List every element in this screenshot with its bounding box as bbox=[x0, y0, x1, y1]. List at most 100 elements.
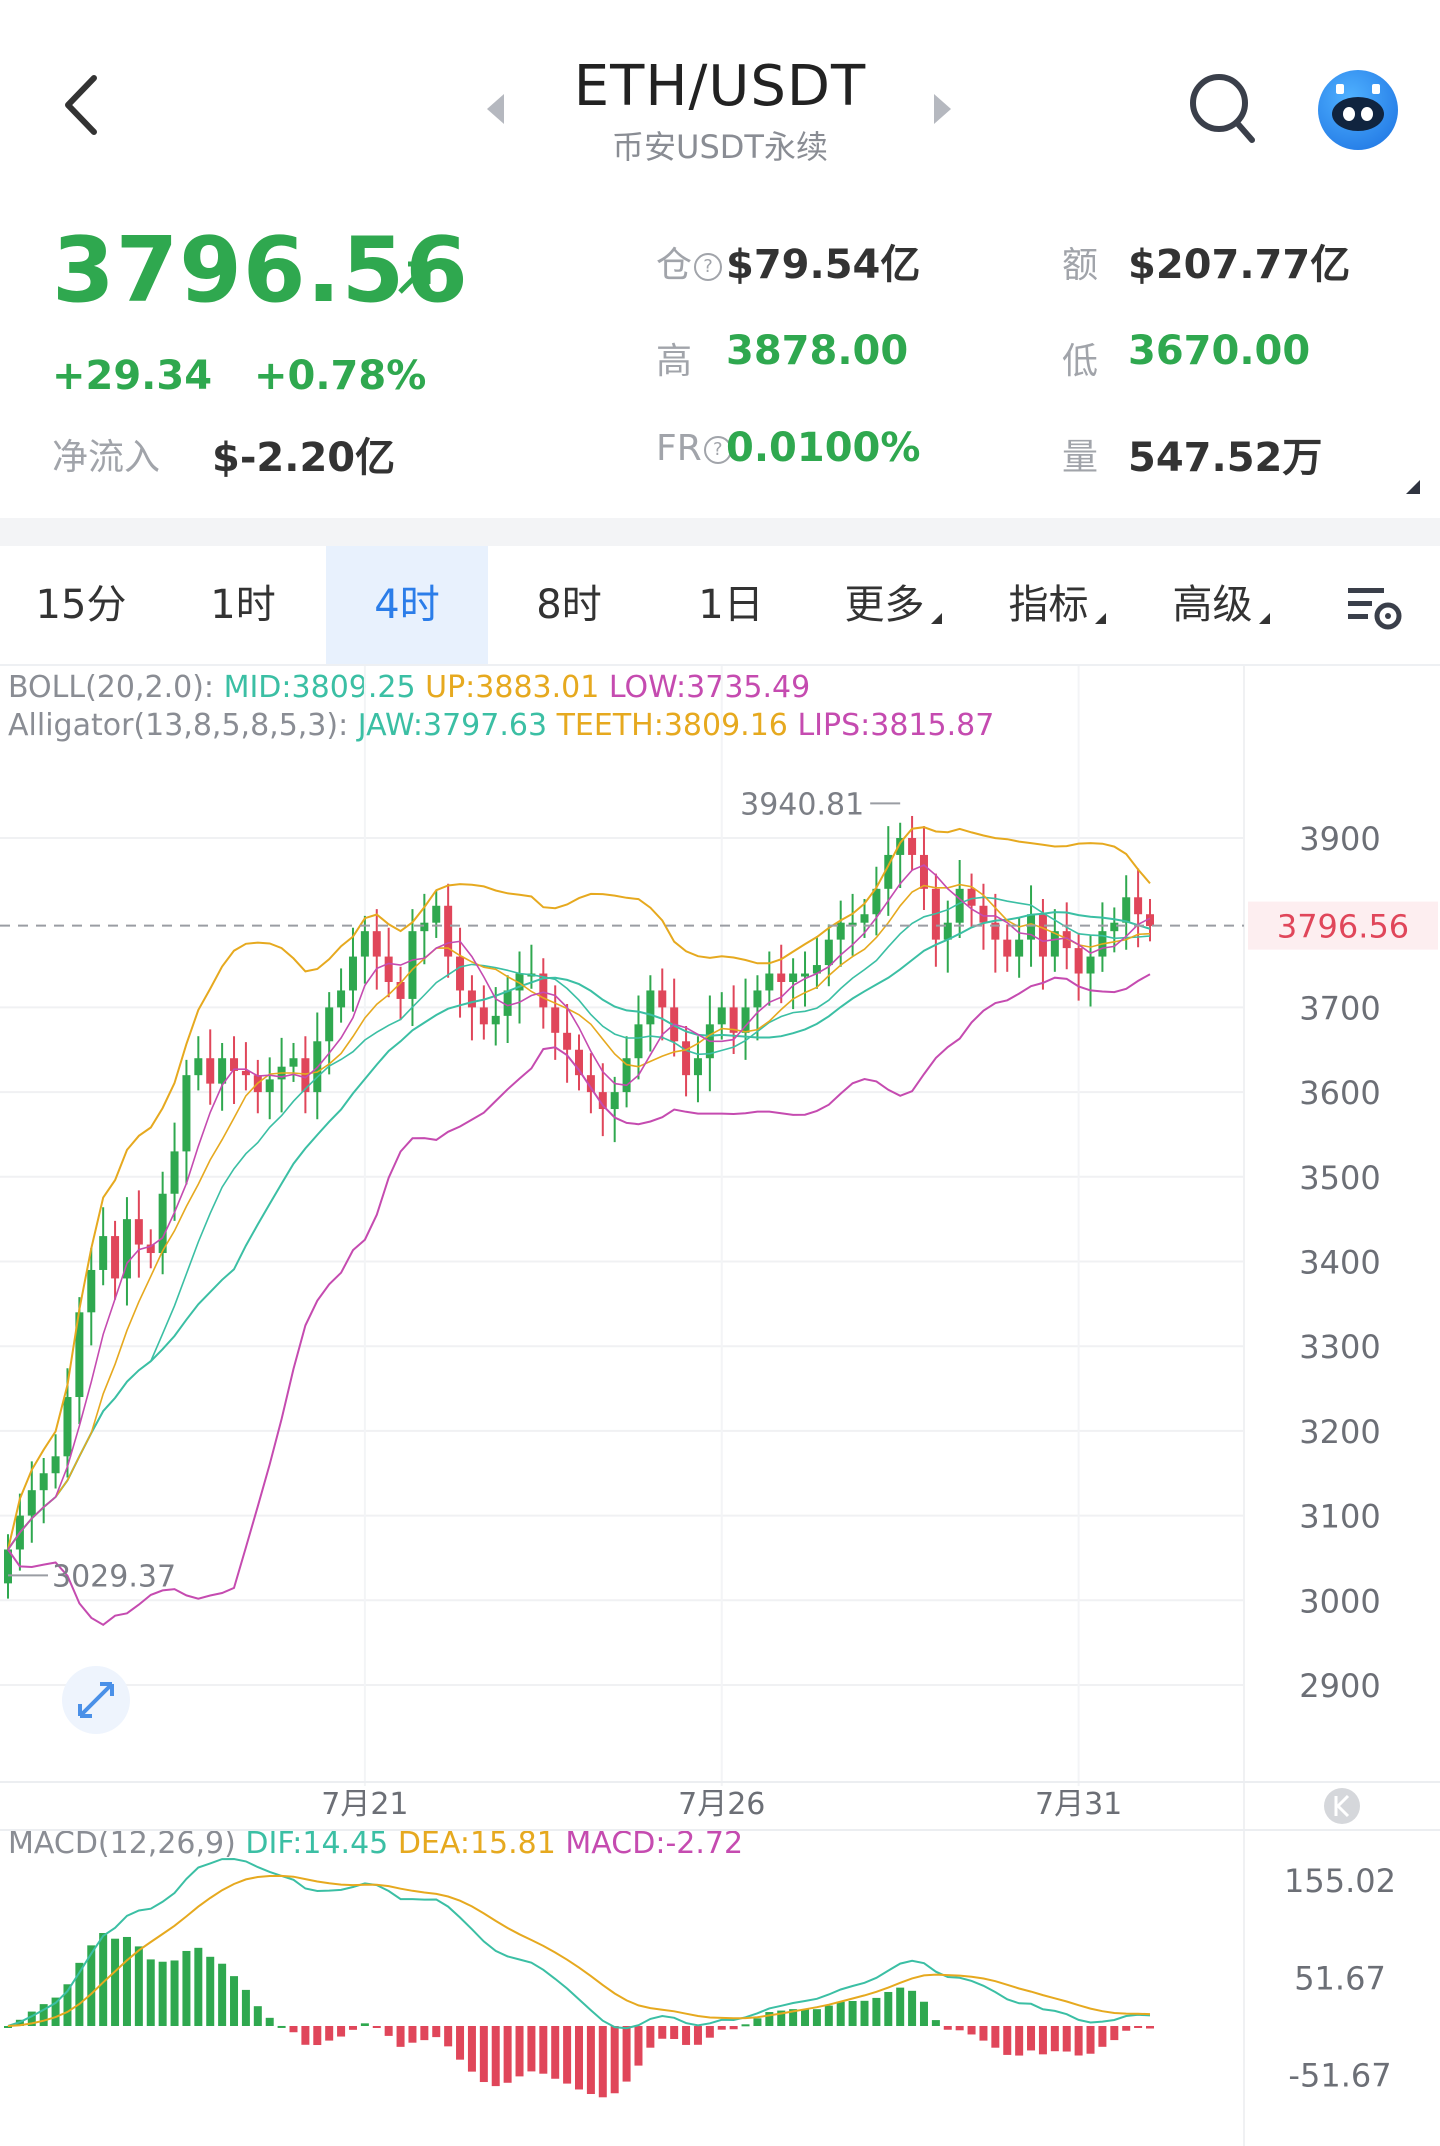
macd-bar bbox=[729, 2026, 738, 2030]
macd-bar bbox=[527, 2026, 536, 2072]
boll-upper-line bbox=[7, 826, 1151, 1550]
macd-bar bbox=[313, 2026, 322, 2046]
prev-pair-button[interactable] bbox=[487, 94, 504, 124]
macd-bar bbox=[789, 2009, 798, 2026]
funding-rate-label: FR? bbox=[656, 428, 732, 469]
macd-bar bbox=[325, 2026, 334, 2041]
current-price-tag bbox=[1248, 901, 1438, 950]
tab-indicators[interactable]: 指标 bbox=[976, 546, 1138, 664]
question-icon: ? bbox=[703, 436, 732, 464]
chart-settings-button[interactable] bbox=[1330, 546, 1420, 664]
dropdown-caret-icon bbox=[930, 613, 942, 624]
next-pair-button[interactable] bbox=[934, 94, 951, 124]
search-button[interactable] bbox=[1188, 70, 1258, 146]
macd-bar bbox=[265, 2017, 274, 2026]
tab-8h[interactable]: 8时 bbox=[536, 582, 602, 628]
macd-bar bbox=[27, 2011, 36, 2026]
candle bbox=[991, 922, 1000, 940]
candle bbox=[919, 854, 928, 889]
tab-more[interactable]: 更多 bbox=[812, 546, 974, 664]
low-value: 3670.00 bbox=[1128, 328, 1311, 374]
macd-bar bbox=[1027, 2026, 1036, 2051]
candle bbox=[230, 1058, 239, 1071]
price-tick-label: 3400 bbox=[1299, 1244, 1380, 1282]
macd-bar bbox=[111, 1938, 120, 2026]
macd-bar bbox=[384, 2026, 393, 2036]
candle bbox=[586, 1075, 595, 1093]
macd-bar bbox=[289, 2026, 298, 2033]
price-tick-label: 2900 bbox=[1299, 1667, 1380, 1705]
macd-bar bbox=[277, 2025, 286, 2028]
change-pct: +0.78% bbox=[254, 353, 427, 399]
section-separator bbox=[0, 518, 1440, 546]
low-label: 低 bbox=[1062, 341, 1099, 382]
macd-bar bbox=[563, 2026, 572, 2084]
candle bbox=[170, 1151, 179, 1194]
reset-latest-glyph bbox=[1334, 1794, 1350, 1818]
turnover-value: $207.77亿 bbox=[1128, 242, 1351, 288]
candle bbox=[372, 931, 381, 957]
macd-bar bbox=[598, 2026, 607, 2098]
candle bbox=[289, 1058, 298, 1067]
macd-bar bbox=[360, 2023, 369, 2026]
tab-1h[interactable]: 1时 bbox=[210, 582, 276, 628]
date-tick-label: 7月26 bbox=[678, 1787, 765, 1822]
candle bbox=[1134, 897, 1143, 915]
macd-bar bbox=[467, 2026, 476, 2072]
tab-15m[interactable]: 15分 bbox=[35, 582, 127, 628]
candle bbox=[646, 990, 655, 1025]
candle bbox=[515, 973, 524, 991]
net-inflow-value: $-2.20亿 bbox=[212, 435, 396, 481]
turnover-label: 额 bbox=[1062, 245, 1099, 286]
candle bbox=[182, 1075, 191, 1152]
change-abs: +29.34 bbox=[52, 353, 213, 399]
candle bbox=[812, 965, 821, 974]
macd-bar bbox=[444, 2026, 453, 2047]
candle bbox=[539, 973, 548, 1008]
macd-bar bbox=[539, 2026, 548, 2074]
macd-bar bbox=[658, 2026, 667, 2039]
candle bbox=[836, 922, 845, 940]
candle bbox=[908, 838, 917, 855]
volume-label: 量 bbox=[1062, 437, 1099, 478]
chevron-left-icon bbox=[65, 75, 97, 135]
candle bbox=[158, 1193, 167, 1254]
expand-corner-icon[interactable] bbox=[1406, 480, 1420, 494]
macd-bar bbox=[801, 2009, 810, 2026]
macd-tick-label: -51.67 bbox=[1288, 2057, 1391, 2095]
candle bbox=[598, 1092, 607, 1110]
candle bbox=[396, 981, 405, 999]
macd-bar bbox=[206, 1956, 215, 2026]
candle bbox=[348, 956, 357, 991]
price-chart[interactable]: 2900 3000 3100 3200 3300 3400 3500 3600 3700 3900… bbox=[0, 666, 1440, 2146]
tab-4h[interactable]: 4时 bbox=[326, 546, 488, 664]
candle bbox=[134, 1219, 143, 1245]
macd-bar bbox=[253, 2006, 262, 2026]
expand-arrows-icon bbox=[78, 1682, 114, 1718]
macd-bar bbox=[348, 2026, 357, 2030]
candle bbox=[860, 914, 869, 923]
candle bbox=[384, 956, 393, 982]
macd-bar bbox=[1050, 2026, 1059, 2052]
macd-bar bbox=[87, 1945, 96, 2026]
robot-avatar-icon[interactable] bbox=[1318, 70, 1398, 150]
candle bbox=[1146, 914, 1154, 927]
macd-bar bbox=[99, 1933, 108, 2026]
candle bbox=[75, 1312, 84, 1398]
tab-divider bbox=[0, 664, 1440, 666]
candle bbox=[63, 1397, 72, 1457]
candle bbox=[896, 838, 905, 855]
back-button[interactable] bbox=[58, 70, 106, 140]
tab-1d[interactable]: 1日 bbox=[698, 582, 764, 628]
price-tick-label: 3000 bbox=[1299, 1582, 1380, 1620]
macd-bar bbox=[931, 2020, 940, 2026]
candle bbox=[408, 931, 417, 999]
macd-bar bbox=[456, 2026, 465, 2060]
question-icon: ? bbox=[694, 253, 723, 281]
tab-advanced[interactable]: 高级 bbox=[1140, 546, 1302, 664]
price-tick-label: 3500 bbox=[1299, 1159, 1380, 1197]
candle bbox=[479, 1007, 488, 1025]
candle bbox=[1062, 931, 1071, 949]
date-tick-label: 7月21 bbox=[321, 1787, 408, 1822]
arrow-up-right-icon bbox=[398, 261, 431, 294]
